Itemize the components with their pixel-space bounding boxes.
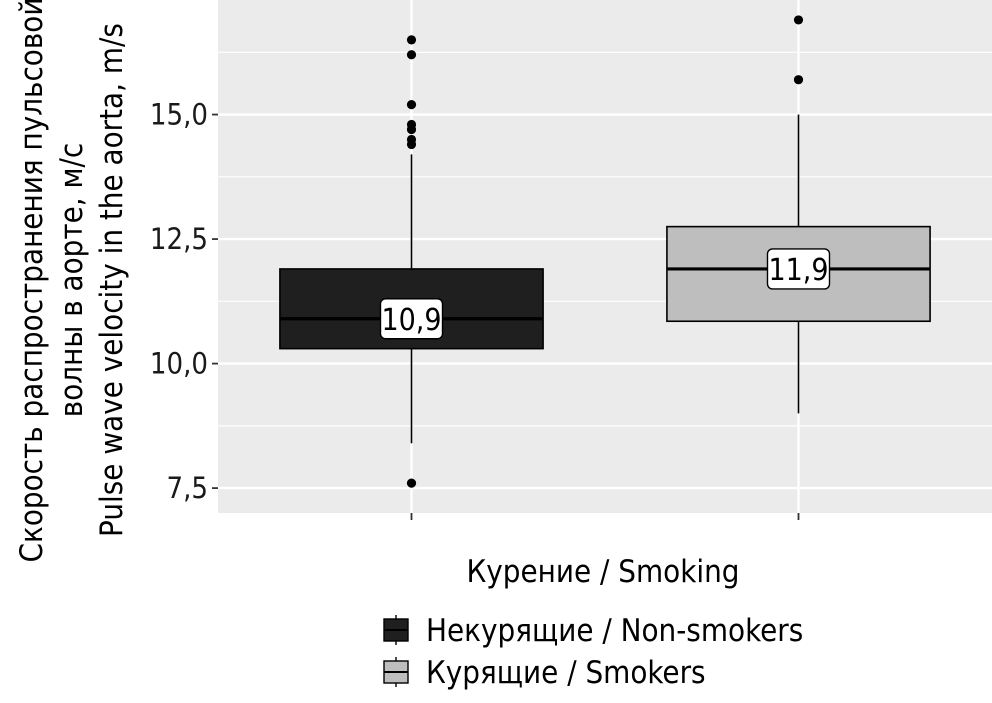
legend-item: Курящие / Smokers bbox=[383, 655, 706, 691]
y-axis: 7,5 10,0 12,5 15,0 bbox=[150, 98, 218, 505]
y-axis-title-line-3: Pulse wave velocity in the aorta, m/s bbox=[94, 23, 130, 537]
legend-item: Некурящие / Non-smokers bbox=[383, 613, 803, 649]
median-label: 10,9 bbox=[381, 303, 441, 338]
box-group: 10,9 bbox=[279, 35, 544, 488]
outlier-point bbox=[406, 478, 417, 488]
median-label: 11,9 bbox=[768, 253, 828, 288]
outlier-point bbox=[406, 35, 417, 45]
boxes-layer: 10,9 11,9 bbox=[279, 15, 931, 488]
legend-label: Курящие / Smokers bbox=[426, 655, 706, 691]
legend-label: Некурящие / Non-smokers bbox=[426, 613, 803, 649]
outlier-point bbox=[793, 75, 804, 85]
outlier-point bbox=[406, 50, 417, 60]
x-axis-title: Курение / Smoking bbox=[466, 554, 739, 590]
y-tick-label: 7,5 bbox=[167, 471, 208, 505]
x-axis bbox=[410, 513, 800, 520]
y-tick-label: 15,0 bbox=[150, 98, 208, 132]
outlier-point bbox=[406, 134, 417, 145]
median-label-box bbox=[766, 248, 831, 290]
median-label-box bbox=[379, 298, 444, 340]
box-group: 11,9 bbox=[666, 15, 931, 414]
outlier-point bbox=[406, 99, 417, 110]
legend: Некурящие / Non-smokers Курящие / Smokers bbox=[383, 613, 803, 691]
y-axis-title-line-1: Скорость распространения пульсовой bbox=[14, 0, 50, 562]
outlier-point bbox=[406, 119, 417, 130]
outlier-point bbox=[793, 15, 804, 25]
y-tick-label: 10,0 bbox=[150, 347, 208, 381]
y-axis-title-line-2: волны в аорте, м/с bbox=[54, 143, 90, 418]
y-tick-label: 12,5 bbox=[150, 222, 208, 256]
